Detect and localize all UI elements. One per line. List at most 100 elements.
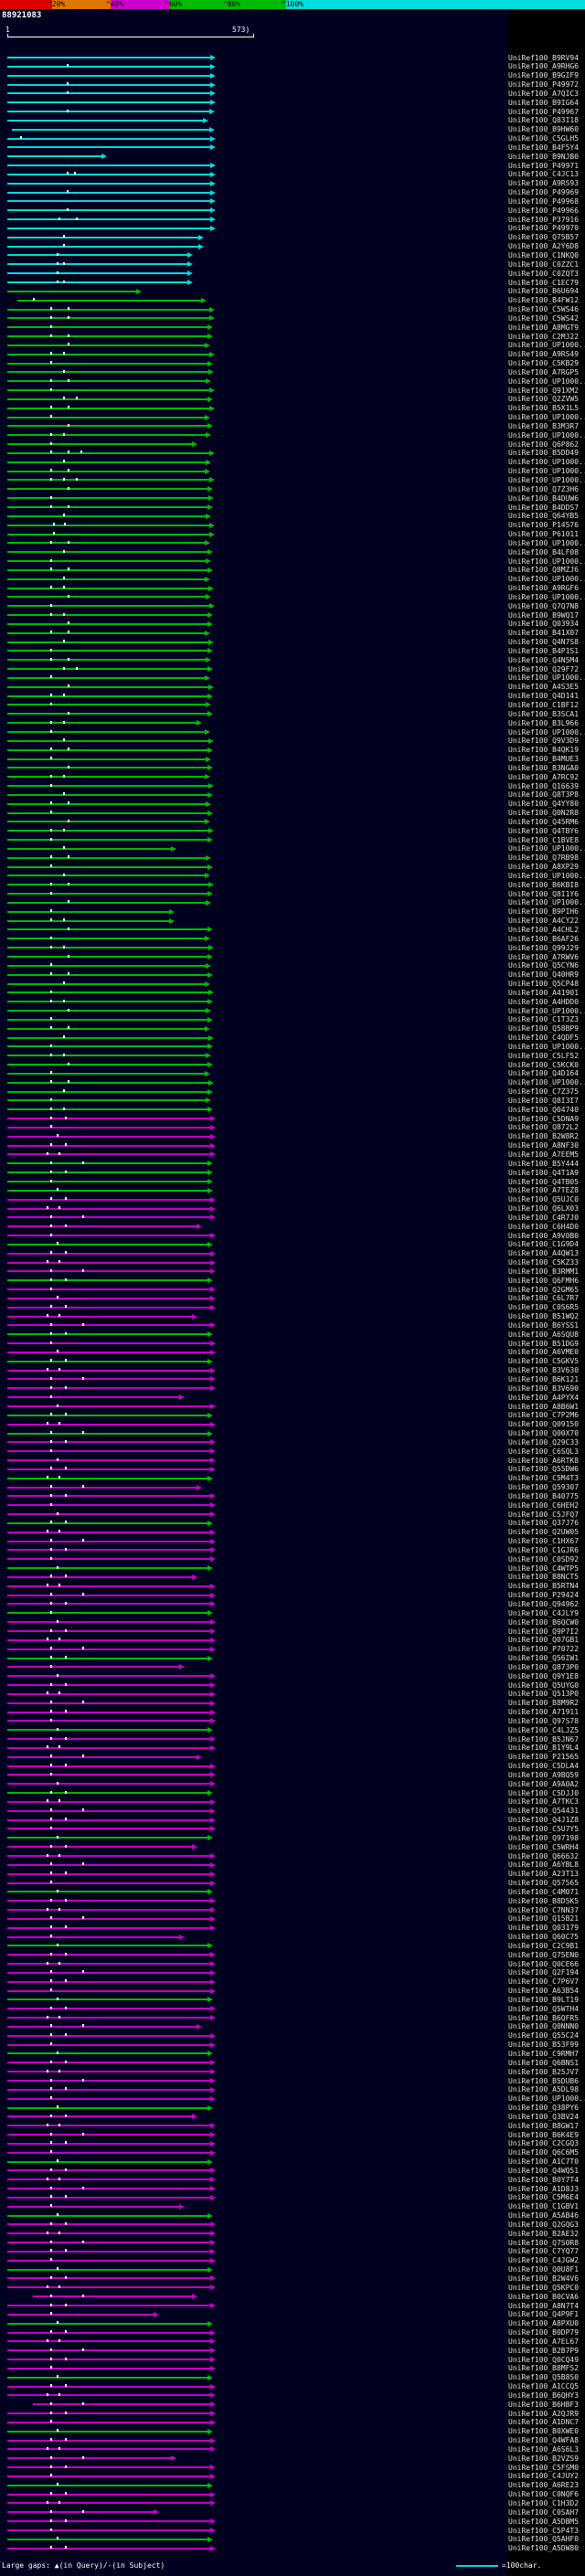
hit-label[interactable]: UniRef100_A6SQU8 [508,1330,580,1339]
hit-label[interactable]: UniRef100_C5U7Y5 [508,1824,580,1833]
alignment-bar[interactable] [7,2286,211,2289]
hit-label[interactable]: UniRef100_C5WS42 [508,313,580,323]
alignment-bar[interactable] [7,317,209,320]
hit-label[interactable]: UniRef100_Q7RB98 [508,853,580,863]
alignment-bar[interactable] [7,416,206,419]
alignment-bar[interactable] [7,1414,207,1416]
hit-label[interactable]: UniRef100_Q2GQG3 [508,2220,580,2229]
alignment-bar[interactable] [7,1504,211,1507]
hit-label[interactable]: UniRef100_A7RGP5 [508,367,580,376]
hit-label[interactable]: UniRef100_UP1000... [508,557,585,566]
alignment-bar[interactable] [7,1198,211,1201]
hit-label[interactable]: UniRef100_B6QHY3 [508,2390,580,2400]
hit-label[interactable]: UniRef100_Q0U8F1 [508,2265,580,2274]
alignment-bar[interactable] [7,1855,211,1857]
hit-label[interactable]: UniRef100_Q7S0R8 [508,2238,580,2247]
hit-label[interactable]: UniRef100_B3V690 [508,1383,580,1393]
alignment-bar[interactable] [7,1980,211,1983]
hit-label[interactable]: UniRef100_Q29C33 [508,1437,580,1447]
hit-label[interactable]: UniRef100_B4DUW6 [508,493,580,503]
alignment-bar[interactable] [7,434,207,437]
hit-label[interactable]: UniRef100_A8NF30 [508,1141,580,1150]
alignment-bar[interactable] [7,884,209,886]
hit-label[interactable]: UniRef100_Q8T3P8 [508,790,580,800]
alignment-bar[interactable] [7,2421,211,2423]
alignment-bar[interactable] [7,2340,211,2343]
hit-label[interactable]: UniRef100_B53F99 [508,2041,580,2050]
hit-label[interactable]: UniRef100_C4QDF5 [508,1034,580,1043]
hit-label[interactable]: UniRef100_Q0CQ49 [508,2355,580,2364]
alignment-bar[interactable] [7,622,207,625]
alignment-bar[interactable] [7,1900,211,1903]
alignment-bar[interactable] [7,111,209,113]
alignment-bar[interactable] [7,2034,211,2037]
alignment-bar[interactable] [7,533,209,535]
hit-label[interactable]: UniRef100_B0Y7T4 [508,2175,580,2184]
hit-label[interactable]: UniRef100_A23T13 [508,1870,580,1879]
alignment-bar[interactable] [7,1495,211,1498]
hit-label[interactable]: UniRef100_Q38PY6 [508,2104,580,2113]
alignment-bar[interactable] [7,164,211,167]
hit-label[interactable]: UniRef100_B6YSS1 [508,1320,580,1330]
alignment-bar[interactable] [7,2520,211,2523]
hit-label[interactable]: UniRef100_C5KZ33 [508,1258,580,1267]
hit-label[interactable]: UniRef100_B3M3R7 [508,421,580,430]
alignment-bar[interactable] [7,568,207,571]
alignment-bar[interactable] [7,1181,207,1182]
hit-label[interactable]: UniRef100_B6KBI8 [508,880,580,889]
hit-label[interactable]: UniRef100_B6AF26 [508,934,580,943]
hit-label[interactable]: UniRef100_B0CVA6 [508,2292,580,2301]
alignment-bar[interactable] [7,1045,207,1048]
hit-label[interactable]: UniRef100_A2QJR9 [508,2409,580,2418]
hit-label[interactable]: UniRef100_A1C7T0 [508,2157,580,2167]
hit-label[interactable]: UniRef100_B9LT19 [508,1995,580,2004]
hit-label[interactable]: UniRef100_Q5AHF0 [508,2535,580,2544]
hit-label[interactable]: UniRef100_B6U694 [508,287,580,296]
hit-label[interactable]: UniRef100_Q6C6M5 [508,2148,580,2157]
alignment-bar[interactable] [7,685,209,688]
alignment-bar[interactable] [7,2205,179,2208]
alignment-bar[interactable] [7,1477,207,1479]
alignment-bar[interactable] [7,272,188,275]
hit-label[interactable]: UniRef100_Q5CP48 [508,980,580,989]
alignment-bar[interactable] [7,802,207,805]
hit-label[interactable]: UniRef100_Q7Z3H6 [508,484,580,493]
hit-label[interactable]: UniRef100_UP1000... [508,592,585,601]
alignment-bar[interactable] [7,2305,211,2306]
alignment-bar[interactable] [7,2071,211,2073]
alignment-bar[interactable] [7,2025,197,2028]
alignment-bar[interactable] [7,1675,211,1678]
alignment-bar[interactable] [7,1846,193,1849]
alignment-bar[interactable] [7,1729,207,1732]
alignment-bar[interactable] [7,2062,211,2064]
hit-label[interactable]: UniRef100_B5DUB6 [508,2076,580,2085]
alignment-bar[interactable] [7,2142,211,2145]
alignment-bar[interactable] [7,1684,211,1687]
alignment-bar[interactable] [7,2322,207,2325]
hit-label[interactable]: UniRef100_C1HX67 [508,1537,580,1546]
hit-label[interactable]: UniRef100_C5DNA9 [508,1114,580,1123]
hit-label[interactable]: UniRef100_A5DW80 [508,2544,580,2553]
alignment-bar[interactable] [7,389,209,392]
alignment-bar[interactable] [7,1926,211,1929]
hit-label[interactable]: UniRef100_Q64YB5 [508,512,580,521]
alignment-bar[interactable] [7,919,170,922]
alignment-bar[interactable] [7,281,188,283]
alignment-bar[interactable] [7,1027,206,1030]
hit-label[interactable]: UniRef100_Q6FMH6 [508,1276,580,1285]
alignment-bar[interactable] [7,2359,211,2361]
alignment-bar[interactable] [7,146,211,149]
alignment-bar[interactable] [7,2547,211,2549]
alignment-bar[interactable] [7,2097,211,2100]
hit-label[interactable]: UniRef100_C5KB29 [508,359,580,368]
alignment-bar[interactable] [7,587,209,589]
alignment-bar[interactable] [7,1549,211,1552]
hit-label[interactable]: UniRef100_Q83I18 [508,116,580,125]
alignment-bar[interactable] [7,2151,211,2154]
alignment-bar[interactable] [7,1891,207,1893]
hit-label[interactable]: UniRef100_Q8I3I7 [508,1096,580,1105]
alignment-bar[interactable] [7,488,207,491]
alignment-bar[interactable] [7,2511,154,2514]
alignment-bar[interactable] [7,1378,211,1381]
hit-label[interactable]: UniRef100_Q4WQ51 [508,2166,580,2175]
